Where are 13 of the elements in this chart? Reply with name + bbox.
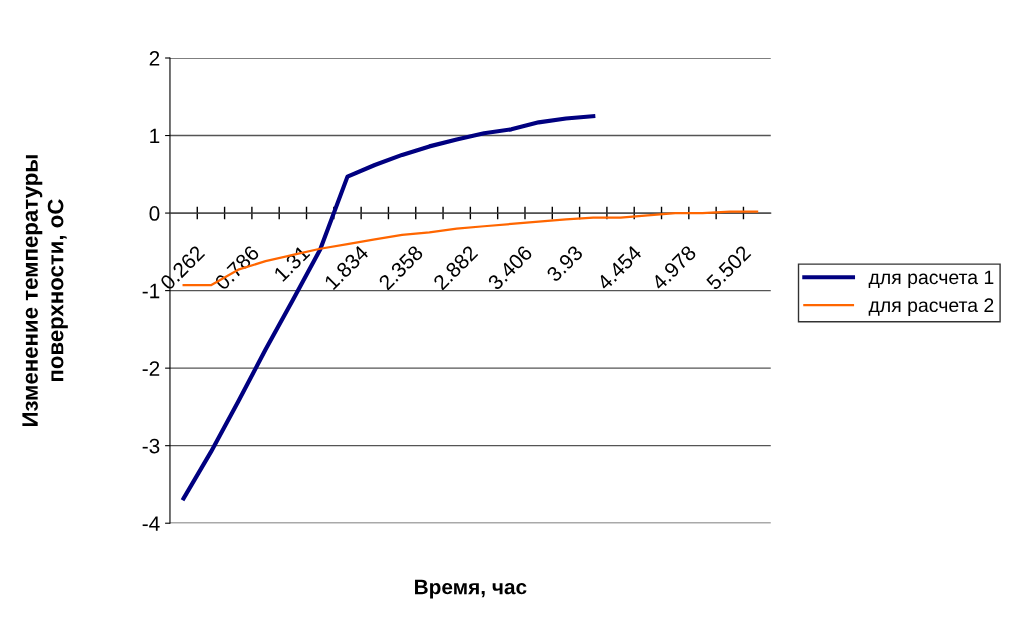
y-tick-label: -2 <box>142 361 160 376</box>
y-tick-label: -1 <box>142 283 160 299</box>
y-tick-label: 2 <box>149 51 160 66</box>
legend-label: для расчета 2 <box>868 298 994 316</box>
legend-label: для расчета 1 <box>868 270 994 289</box>
y-axis-title: Изменение температуры поверхности, оС <box>22 155 68 427</box>
x-axis-title: Время, час <box>415 579 527 599</box>
y-tick-label: -3 <box>142 438 160 454</box>
y-tick-label: 1 <box>150 128 160 144</box>
y-tick-label: -4 <box>142 516 160 531</box>
x-tick-label: 1.31 <box>273 244 311 282</box>
y-tick-label: 0 <box>149 206 160 221</box>
x-tick-label: 3.93 <box>545 244 584 283</box>
